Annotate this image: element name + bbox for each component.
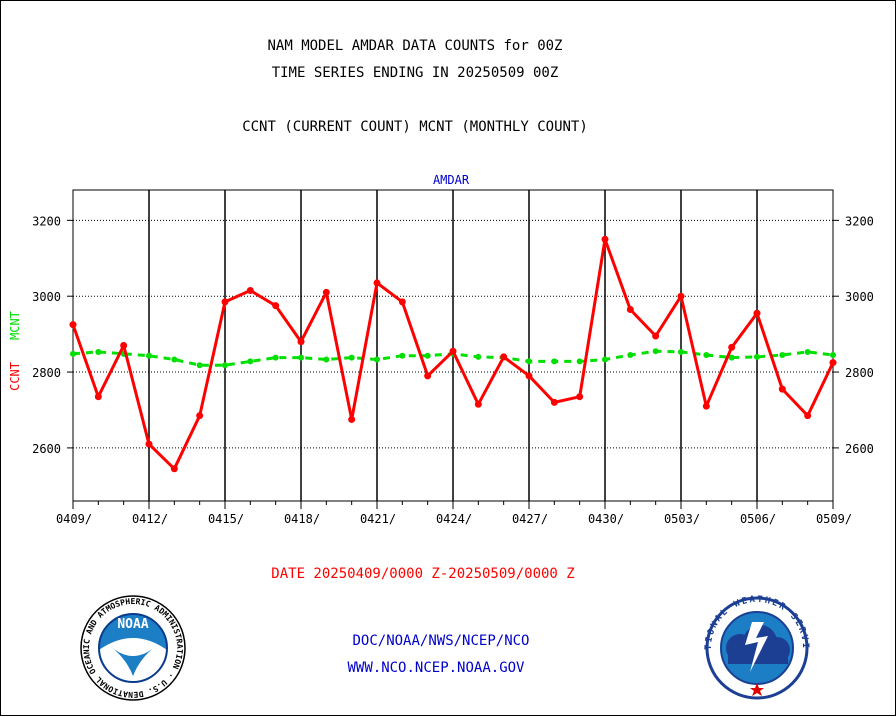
point-mcnt	[830, 351, 836, 358]
x-tick-label: 0509/	[816, 512, 852, 526]
y-tick-label-right: 3200	[845, 214, 874, 228]
noaa-logo: NOAA NATIONAL OCEANIC AND ATMOSPHERIC AD…	[0, 0, 186, 701]
point-mcnt	[804, 348, 811, 355]
point-ccnt	[804, 412, 812, 420]
y-axis-label-ccnt: CCNT	[8, 362, 22, 391]
point-mcnt	[298, 354, 304, 361]
point-mcnt	[70, 350, 76, 357]
x-tick-label: 0418/	[284, 512, 320, 526]
point-ccnt	[297, 338, 305, 346]
point-mcnt	[652, 348, 659, 355]
svg-text:NATIONAL OCEANIC AND ATMOSPHER: NATIONAL OCEANIC AND ATMOSPHERIC ADMINIS…	[0, 0, 184, 699]
x-tick-label: 0506/	[740, 512, 776, 526]
point-ccnt	[246, 287, 254, 295]
point-ccnt	[145, 440, 153, 448]
point-mcnt	[576, 358, 583, 365]
chart-subtitle: CCNT (CURRENT COUNT) MCNT (MONTHLY COUNT…	[242, 119, 588, 135]
point-ccnt	[576, 393, 584, 401]
point-ccnt	[778, 385, 786, 393]
point-mcnt	[399, 352, 406, 359]
x-tick-label: 0424/	[436, 512, 472, 526]
point-mcnt	[424, 352, 431, 359]
point-mcnt	[627, 351, 634, 358]
point-ccnt	[525, 372, 533, 380]
point-mcnt	[526, 358, 532, 365]
point-ccnt	[170, 465, 178, 473]
point-ccnt	[550, 398, 558, 406]
y-tick-label-left: 2800	[32, 366, 61, 380]
point-mcnt	[374, 356, 380, 363]
point-mcnt	[475, 353, 482, 360]
point-ccnt	[322, 288, 330, 296]
y-tick-label-right: 2600	[845, 442, 874, 456]
x-tick-label: 0409/	[56, 512, 92, 526]
point-ccnt	[196, 412, 204, 420]
point-mcnt	[146, 352, 152, 359]
y-tick-label-right: 2800	[845, 366, 874, 380]
point-mcnt	[348, 354, 355, 361]
series-layer	[69, 235, 837, 473]
footer-url: WWW.NCO.NCEP.NOAA.GOV	[347, 660, 525, 676]
y-tick-label-right: 3000	[845, 290, 874, 304]
point-ccnt	[398, 298, 406, 306]
point-ccnt	[221, 298, 229, 306]
x-tick-label: 0412/	[132, 512, 168, 526]
noaa-logo-text: NOAA	[117, 617, 148, 632]
x-tick-label: 0503/	[664, 512, 700, 526]
footer-org: DOC/NOAA/NWS/NCEP/NCO	[352, 633, 529, 649]
point-ccnt	[69, 321, 77, 329]
point-mcnt	[196, 362, 203, 369]
point-ccnt	[94, 393, 102, 401]
date-range: DATE 20250409/0000 Z-20250509/0000 Z	[271, 566, 574, 582]
point-ccnt	[373, 279, 381, 287]
point-mcnt	[247, 358, 254, 365]
point-mcnt	[272, 354, 279, 361]
point-ccnt	[652, 332, 660, 340]
point-ccnt	[677, 292, 685, 300]
point-mcnt	[171, 356, 178, 363]
point-ccnt	[272, 302, 280, 310]
grid-layer	[73, 190, 833, 501]
point-mcnt	[551, 358, 558, 365]
point-ccnt	[474, 400, 482, 408]
point-mcnt	[728, 354, 735, 361]
point-ccnt	[829, 359, 837, 367]
point-mcnt	[703, 351, 710, 358]
point-mcnt	[602, 356, 608, 363]
point-mcnt	[678, 348, 684, 355]
y-tick-label-left: 3000	[32, 290, 61, 304]
point-ccnt	[348, 415, 356, 423]
x-tick-label: 0427/	[512, 512, 548, 526]
plot-label: AMDAR	[433, 173, 470, 187]
point-ccnt	[424, 372, 432, 380]
x-tick-label: 0430/	[588, 512, 624, 526]
x-tick-label: 0415/	[208, 512, 244, 526]
point-ccnt	[728, 343, 736, 351]
point-ccnt	[702, 402, 710, 410]
y-axis-labels: CCNT MCNT	[8, 311, 22, 391]
point-mcnt	[323, 356, 330, 363]
point-mcnt	[754, 353, 760, 360]
noaa-ring-text: NATIONAL OCEANIC AND ATMOSPHERIC ADMINIS…	[0, 0, 184, 699]
point-ccnt	[601, 235, 609, 243]
point-ccnt	[120, 342, 128, 349]
point-ccnt	[500, 353, 508, 361]
point-ccnt	[753, 309, 761, 317]
chart-title-line-2: TIME SERIES ENDING IN 20250509 00Z	[271, 65, 559, 81]
chart-title-line-1: NAM MODEL AMDAR DATA COUNTS for 00Z	[267, 38, 563, 54]
point-mcnt	[95, 348, 102, 355]
point-ccnt	[626, 305, 634, 313]
point-mcnt	[222, 362, 228, 369]
ticks-layer: 0409/0412/0415/0418/0421/0424/0427/0430/…	[32, 214, 874, 526]
y-tick-label-left: 2600	[32, 442, 61, 456]
point-ccnt	[449, 347, 457, 355]
y-tick-label-left: 3200	[32, 214, 61, 228]
point-mcnt	[779, 351, 786, 358]
x-tick-label: 0421/	[360, 512, 396, 526]
y-axis-label-mcnt: MCNT	[8, 311, 22, 340]
